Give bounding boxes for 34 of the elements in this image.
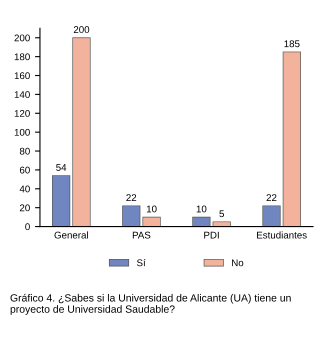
- y-tick-label: 100: [14, 128, 30, 136]
- bar: [72, 37, 91, 227]
- y-tick-label: 60: [20, 166, 30, 174]
- bar: [212, 221, 231, 227]
- data-label: 54: [56, 164, 66, 171]
- x-tick-label: General: [54, 231, 88, 239]
- bar: [262, 205, 281, 227]
- x-tick-label: Estudiantes: [257, 231, 307, 239]
- y-tick-label: 180: [14, 53, 30, 60]
- y-tick-label: 0: [25, 223, 30, 230]
- y-tick-label: 120: [14, 110, 30, 117]
- data-label: 22: [266, 194, 276, 201]
- bar: [282, 52, 301, 227]
- text: Gráfico 4. ¿Sabes si la Universidad de Alicante (UA) tiene un proyecto de Universidad Saudable?: [10, 294, 291, 315]
- x-tick-label: PAS: [132, 232, 150, 239]
- bar: [142, 216, 161, 227]
- legend-label: No: [232, 259, 244, 266]
- legend-label: Sí: [136, 258, 146, 266]
- y-tick-label: 40: [20, 186, 30, 192]
- y-tick-label: 80: [20, 148, 30, 155]
- bar: [122, 205, 140, 227]
- y-tick-label: 200: [14, 34, 30, 42]
- data-label: 200: [74, 26, 90, 34]
- data-label: 185: [284, 40, 300, 48]
- data-label: 22: [126, 194, 136, 201]
- bar: [52, 175, 70, 227]
- bar: [192, 216, 210, 227]
- data-label: 10: [146, 206, 157, 212]
- x-tick-label: PDI: [204, 232, 219, 238]
- data-label: 5: [219, 210, 224, 218]
- y-tick-label: 160: [14, 72, 30, 80]
- y-tick-label: 140: [14, 91, 30, 98]
- data-label: 10: [196, 206, 206, 212]
- y-tick-label: 20: [20, 204, 30, 212]
